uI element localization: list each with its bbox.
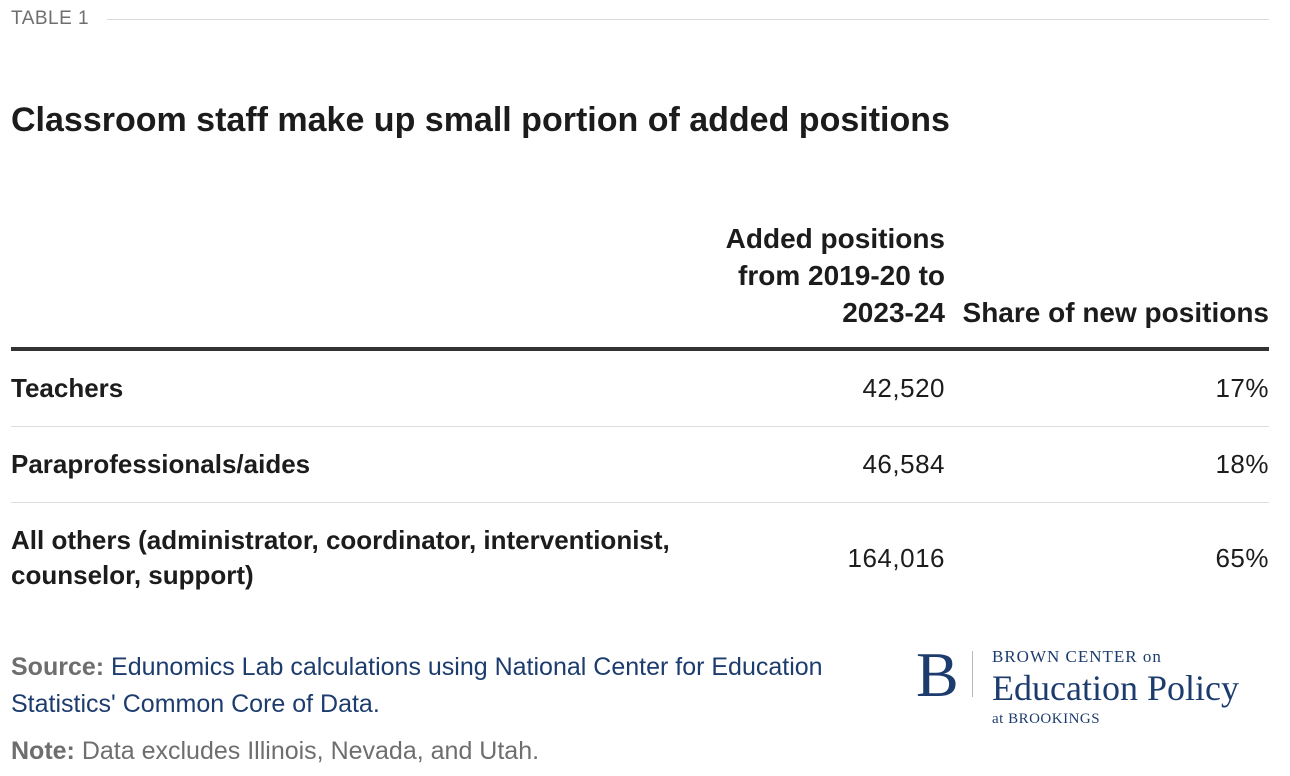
table-row: Teachers 42,520 17% [11, 349, 1269, 427]
logo-divider [972, 651, 973, 697]
table-row: All others (administrator, coordinator, … [11, 503, 1269, 614]
source-note: Source: Edunomics Lab calculations using… [11, 649, 871, 723]
row-added-positions: 164,016 [847, 542, 945, 573]
data-note: Note: Data excludes Illinois, Nevada, an… [11, 733, 539, 770]
note-label: Note: [11, 737, 75, 765]
column-header-share: Share of new positions [945, 218, 1269, 351]
table-row: Paraprofessionals/aides 46,584 18% [11, 426, 1269, 503]
row-added-positions: 42,520 [671, 349, 945, 427]
source-label: Source: [11, 653, 105, 681]
logo-line-3: at BROOKINGS [992, 711, 1101, 727]
row-share: 17% [945, 349, 1269, 427]
table-label-bar: TABLE 1 [11, 6, 1269, 32]
row-share: 18% [945, 426, 1269, 503]
column-header-category [11, 218, 671, 351]
logo-line-2: Education Policy [992, 668, 1239, 708]
logo-mark: B [916, 639, 959, 710]
brookings-logo: B BROWN CENTER on Education Policy at BR… [916, 639, 1276, 735]
row-added-positions: 46,584 [671, 426, 945, 503]
row-category: Teachers [11, 349, 671, 427]
note-text: Data excludes Illinois, Nevada, and Utah… [81, 737, 540, 765]
row-category: Paraprofessionals/aides [11, 426, 671, 503]
header-divider [107, 19, 1269, 20]
column-header-added-positions: Added positions from 2019-20 to 2023-24 [671, 218, 945, 351]
source-text: Edunomics Lab calculations using Nationa… [11, 653, 823, 718]
row-category: All others (administrator, coordinator, … [11, 525, 670, 590]
header-row: Added positions from 2019-20 to 2023-24 … [11, 218, 1269, 351]
row-share: 65% [1215, 542, 1269, 573]
data-table: Added positions from 2019-20 to 2023-24 … [11, 218, 1269, 613]
logo-line-1: BROWN CENTER on [992, 647, 1162, 666]
table-label: TABLE 1 [11, 6, 104, 32]
page-title: Classroom staff make up small portion of… [11, 101, 950, 139]
